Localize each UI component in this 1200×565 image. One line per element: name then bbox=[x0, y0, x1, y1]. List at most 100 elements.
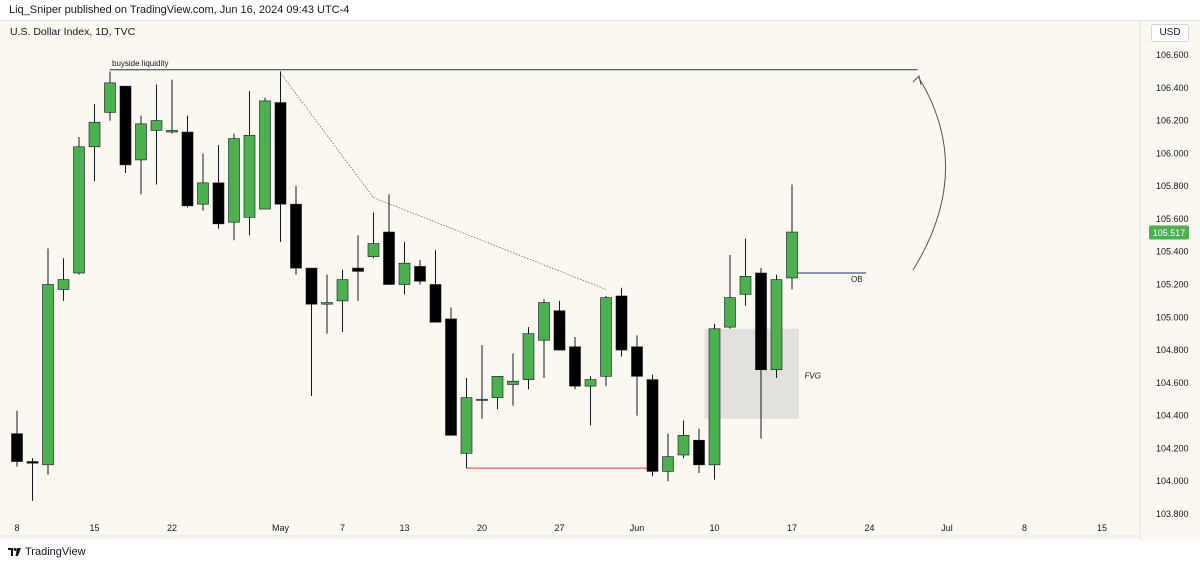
candle[interactable] bbox=[42, 248, 54, 475]
candle-body bbox=[166, 130, 178, 133]
candle-body bbox=[119, 85, 132, 166]
candle-body bbox=[693, 439, 705, 466]
candle[interactable] bbox=[88, 104, 101, 182]
candle[interactable] bbox=[646, 374, 659, 477]
candle[interactable] bbox=[507, 353, 519, 406]
candle[interactable] bbox=[460, 377, 473, 469]
candle-body bbox=[259, 100, 271, 210]
candle[interactable] bbox=[104, 71, 116, 121]
candle[interactable] bbox=[305, 267, 318, 396]
candle[interactable] bbox=[615, 287, 628, 357]
x-tick-label: 24 bbox=[864, 523, 874, 533]
candle[interactable] bbox=[228, 133, 240, 241]
candle-body bbox=[290, 203, 302, 269]
candle[interactable] bbox=[290, 186, 302, 275]
candle[interactable] bbox=[553, 300, 566, 351]
candle[interactable] bbox=[662, 433, 674, 482]
candle-body bbox=[26, 461, 39, 464]
candle-body bbox=[197, 182, 209, 205]
candle-body bbox=[708, 328, 721, 466]
candle[interactable] bbox=[770, 274, 783, 378]
candle[interactable] bbox=[708, 323, 721, 480]
candle-body bbox=[383, 231, 395, 285]
candle[interactable] bbox=[352, 235, 364, 301]
currency-selector[interactable]: USD bbox=[1151, 24, 1189, 42]
candle[interactable] bbox=[336, 269, 349, 333]
candle[interactable] bbox=[119, 85, 132, 174]
candle-body bbox=[646, 379, 659, 472]
candle[interactable] bbox=[445, 307, 457, 436]
candle[interactable] bbox=[522, 327, 535, 390]
candle-body bbox=[88, 121, 101, 148]
candle[interactable] bbox=[491, 375, 504, 410]
candle[interactable] bbox=[429, 250, 442, 323]
candle-body bbox=[429, 284, 442, 323]
candle-body bbox=[538, 302, 550, 341]
candle[interactable] bbox=[600, 295, 612, 387]
candle[interactable] bbox=[73, 136, 85, 275]
candle[interactable] bbox=[693, 428, 705, 474]
candle-body bbox=[352, 267, 364, 272]
candle[interactable] bbox=[383, 194, 395, 285]
candle-body bbox=[615, 295, 628, 351]
x-tick-label: 13 bbox=[399, 523, 409, 533]
candle[interactable] bbox=[584, 376, 597, 426]
x-tick-label: 15 bbox=[89, 523, 99, 533]
y-tick-label: 104.200 bbox=[1156, 443, 1189, 453]
candle[interactable] bbox=[538, 299, 550, 378]
candle-body bbox=[135, 123, 147, 161]
candle[interactable] bbox=[57, 258, 70, 301]
candle[interactable] bbox=[181, 115, 194, 208]
candle[interactable] bbox=[569, 336, 581, 390]
candle[interactable] bbox=[631, 335, 643, 416]
candle[interactable] bbox=[755, 268, 767, 439]
projection-arrow[interactable] bbox=[912, 77, 947, 271]
candle[interactable] bbox=[476, 345, 488, 419]
candle[interactable] bbox=[259, 97, 271, 210]
candle[interactable] bbox=[212, 145, 225, 229]
candle[interactable] bbox=[739, 238, 752, 306]
candle[interactable] bbox=[414, 259, 426, 285]
candle[interactable] bbox=[677, 420, 690, 459]
candle[interactable] bbox=[26, 458, 39, 501]
trendline-segment[interactable] bbox=[280, 72, 374, 198]
trendline-segment[interactable] bbox=[373, 197, 607, 290]
candle[interactable] bbox=[150, 84, 163, 185]
candle-body bbox=[600, 297, 612, 377]
x-tick-label: 17 bbox=[787, 523, 797, 533]
y-tick-label: 104.000 bbox=[1156, 476, 1189, 486]
candle-body bbox=[57, 279, 70, 290]
candle[interactable] bbox=[724, 254, 736, 329]
publisher-header: Liq_Sniper published on TradingView.com,… bbox=[0, 0, 1200, 21]
y-tick-label: 104.600 bbox=[1156, 378, 1189, 388]
candle[interactable] bbox=[367, 212, 380, 259]
candle[interactable] bbox=[197, 153, 209, 211]
candle[interactable] bbox=[11, 410, 23, 467]
x-tick-label: May bbox=[272, 523, 290, 533]
last-price-label: 105.517 bbox=[1153, 228, 1186, 238]
candle[interactable] bbox=[274, 71, 287, 242]
candle-body bbox=[181, 131, 194, 207]
candle-body bbox=[321, 302, 333, 305]
x-tick-label: 15 bbox=[1097, 523, 1107, 533]
publisher-info: Liq_Sniper published on TradingView.com,… bbox=[9, 4, 350, 16]
candle[interactable] bbox=[786, 184, 798, 290]
x-tick-label: 22 bbox=[167, 523, 177, 533]
candle[interactable] bbox=[135, 115, 147, 195]
y-tick-label: 106.000 bbox=[1156, 148, 1189, 158]
candle-body bbox=[786, 231, 798, 279]
symbol-legend[interactable]: U.S. Dollar Index, 1D, TVC bbox=[10, 26, 136, 38]
y-tick-label: 105.000 bbox=[1156, 312, 1189, 322]
candle[interactable] bbox=[243, 91, 256, 236]
footer-bar: TradingView bbox=[0, 540, 1200, 565]
y-tick-label: 103.800 bbox=[1156, 509, 1189, 519]
candle[interactable] bbox=[321, 274, 333, 334]
candle-body bbox=[243, 135, 256, 218]
candle-body bbox=[212, 182, 225, 225]
candle[interactable] bbox=[166, 79, 178, 134]
candle[interactable] bbox=[398, 241, 411, 295]
candle-body bbox=[677, 435, 690, 456]
y-tick-label: 105.200 bbox=[1156, 280, 1189, 290]
candle-body bbox=[553, 310, 566, 351]
